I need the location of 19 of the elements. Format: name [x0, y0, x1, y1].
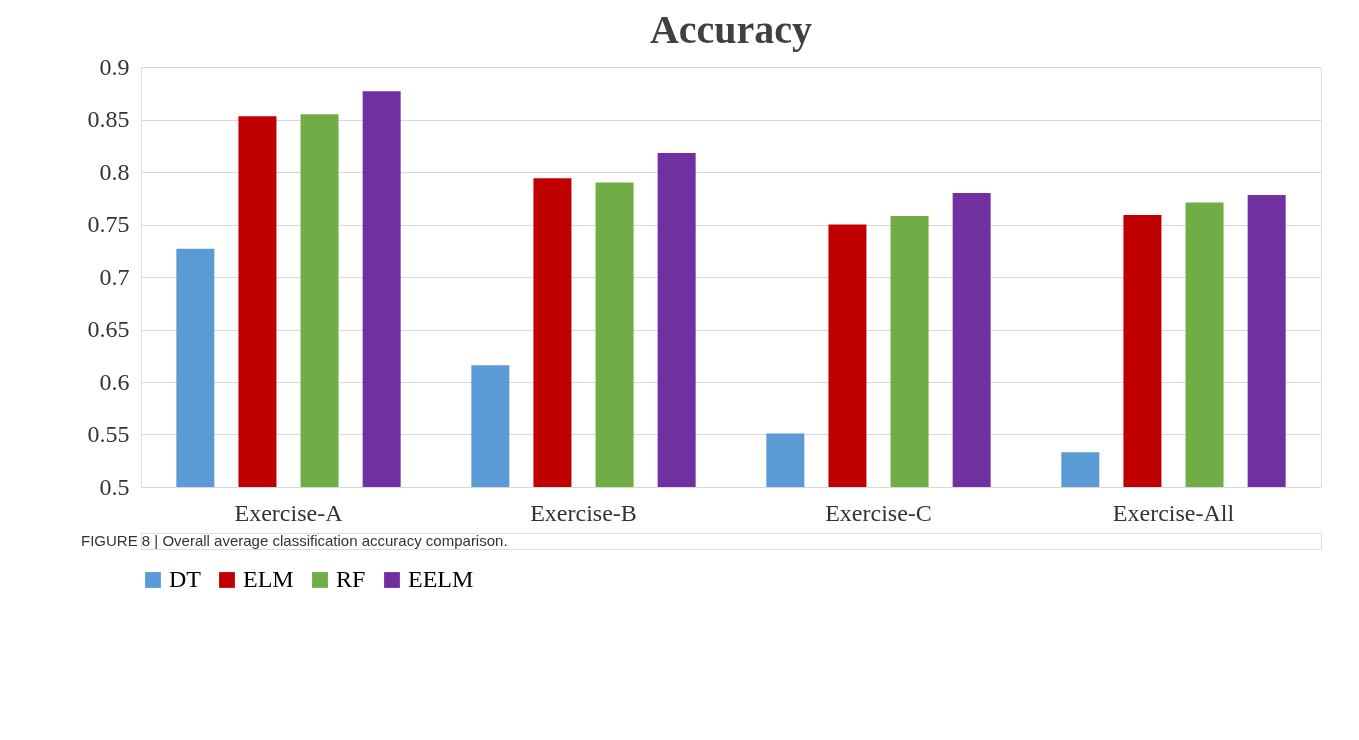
x-tick-label: Exercise-A	[234, 499, 344, 526]
y-tick-label: 0.9	[99, 53, 130, 80]
y-tick-label: 0.75	[87, 211, 130, 237]
y-tick-label: 0.8	[99, 158, 130, 185]
y-tick-label: 0.55	[87, 421, 130, 447]
chart-title: Accuracy	[649, 7, 813, 52]
y-tick-label: 0.6	[99, 368, 130, 395]
legend-label: ELM	[243, 566, 294, 592]
x-tick-label: Exercise-B	[530, 499, 637, 526]
legend-label: EELM	[408, 566, 474, 592]
y-tick-label: 0.85	[87, 106, 130, 132]
x-tick-label: Exercise-All	[1112, 499, 1235, 526]
x-tick-label: Exercise-C	[825, 499, 932, 526]
legend-label: DT	[169, 566, 202, 592]
y-tick-label: 0.65	[87, 316, 130, 342]
y-tick-label: 0.7	[99, 263, 130, 290]
y-tick-label: 0.5	[99, 473, 130, 500]
legend-label: RF	[336, 566, 366, 592]
caption: FIGURE 8 | Overall average classification accuracy comparison.	[81, 532, 508, 549]
